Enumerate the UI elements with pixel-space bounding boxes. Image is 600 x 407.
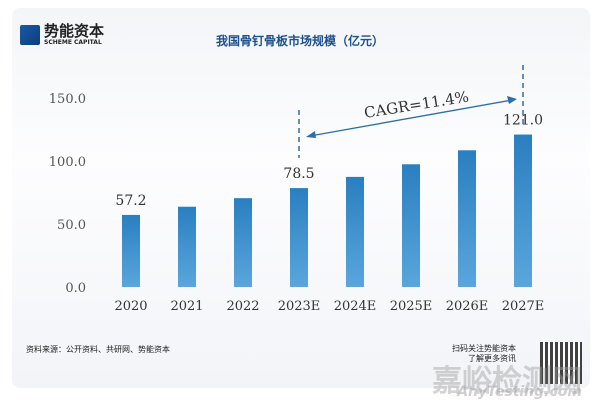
data-label: 78.5 (283, 166, 314, 182)
x-tick-label: 2025E (390, 299, 433, 314)
x-tick-label: 2020 (114, 299, 147, 314)
watermark: 嘉峪检测网 (432, 364, 582, 399)
y-tick-label: 150.0 (49, 92, 86, 107)
y-tick-label: 50.0 (57, 218, 86, 233)
arrow-head-right (507, 96, 517, 104)
brand-name-en: SCHEME CAPITAL (44, 39, 102, 46)
qr-caption: 扫码关注势能资本 了解更多资讯 (452, 344, 516, 364)
bar-2020 (122, 214, 140, 287)
qr-code (540, 342, 582, 384)
brand-name: 势能资本 (44, 22, 105, 40)
x-tick-label: 2021 (170, 299, 203, 314)
bar-2026E (458, 150, 476, 287)
bar-2027E (514, 134, 532, 287)
watermark-en: AnyTesting.com (457, 384, 582, 400)
bar-2024E (346, 176, 364, 287)
data-label: 57.2 (115, 193, 146, 209)
x-tick-label: 2024E (334, 299, 377, 314)
logo-icon (20, 25, 40, 45)
x-tick-label: 2026E (446, 299, 489, 314)
brand-logo: 势能资本 SCHEME CAPITAL (20, 24, 104, 46)
chart-title: 我国骨钉骨板市场规模（亿元） (215, 34, 384, 48)
bar-2025E (402, 164, 420, 287)
source-note: 资料来源：公开资料、共研网、势能资本 (26, 345, 170, 354)
bar-2021 (178, 206, 196, 287)
qr-line2: 了解更多资讯 (468, 354, 516, 363)
qr-line1: 扫码关注势能资本 (452, 344, 516, 353)
cagr-arrow (309, 99, 513, 137)
x-tick-label: 2023E (278, 299, 321, 314)
x-tick-label: 2022 (226, 299, 259, 314)
bar-2023E (290, 188, 308, 287)
y-tick-label: 100.0 (49, 155, 86, 170)
bar-2022 (234, 198, 252, 287)
y-tick-label: 0.0 (65, 281, 86, 296)
x-tick-label: 2027E (502, 299, 545, 314)
arrow-head-left (306, 131, 316, 138)
